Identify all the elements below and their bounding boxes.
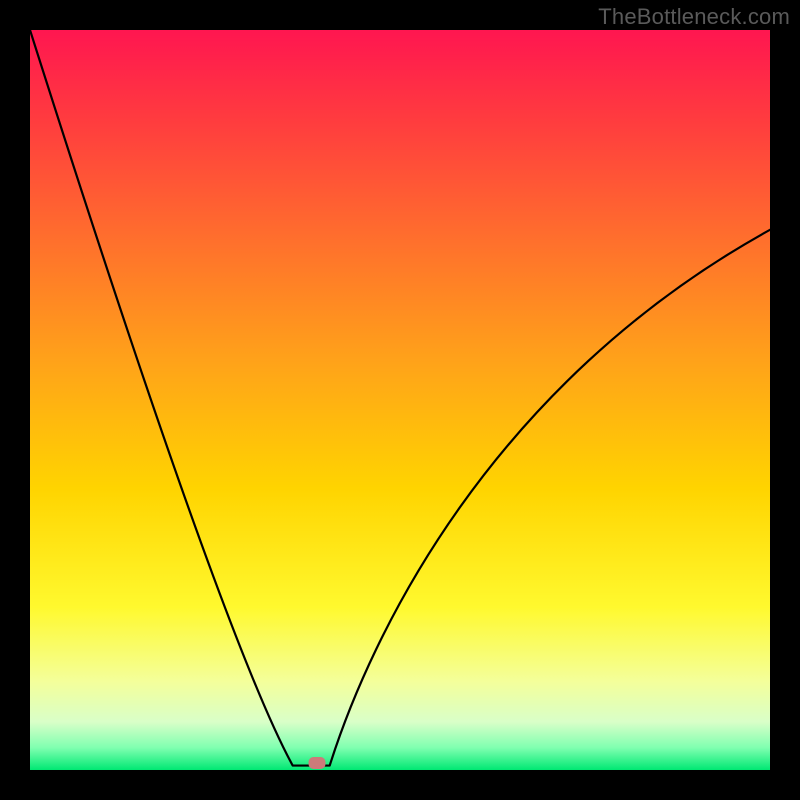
plot-area xyxy=(30,30,770,770)
bottleneck-curve xyxy=(30,30,770,766)
watermark-text: TheBottleneck.com xyxy=(598,4,790,30)
optimum-marker xyxy=(309,757,326,769)
bottleneck-curve-layer xyxy=(30,30,770,770)
